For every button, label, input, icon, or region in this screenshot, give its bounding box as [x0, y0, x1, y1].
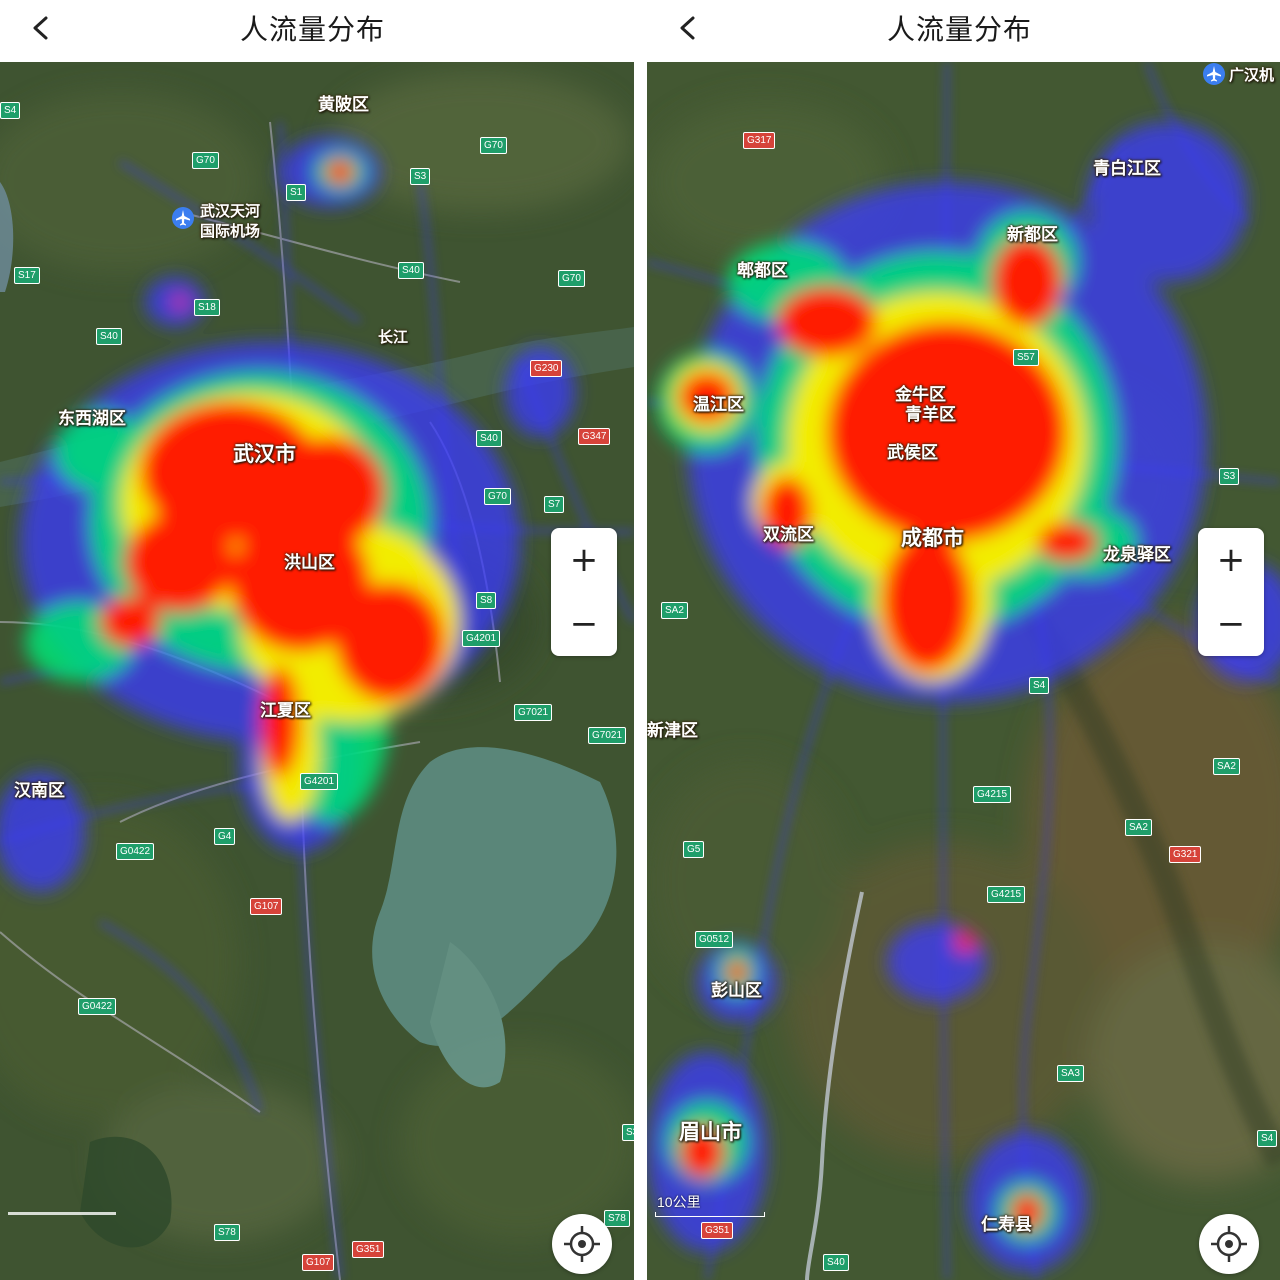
road-shield: G5: [683, 841, 705, 858]
chevron-left-icon: [33, 16, 48, 40]
zoom-out-button[interactable]: −: [1216, 604, 1246, 644]
road-shield: G4215: [973, 786, 1012, 803]
road-shield: SA2: [1213, 758, 1240, 775]
page-title: 人流量分布: [887, 13, 1033, 46]
road-shield: S8: [476, 592, 497, 609]
scale-label: 10公里: [657, 1194, 701, 1210]
airport-icon[interactable]: [1203, 63, 1225, 85]
road-shield: S78: [214, 1224, 240, 1241]
district-label-longquanyi: 龙泉驿区: [1103, 545, 1171, 565]
road-shield: G230: [530, 360, 563, 377]
city-label-chengdu: 成都市: [901, 526, 964, 550]
right-map-panel: 青白江区 新都区 郫都区 金牛区 青羊区 温江区 武侯区 双流区 成都市 龙泉驿…: [647, 0, 1280, 1280]
road-shield: G70: [480, 137, 507, 154]
road-shield: G70: [484, 488, 511, 505]
locate-icon: [1211, 1226, 1247, 1262]
district-label-renshou: 仁寿县: [981, 1215, 1032, 1235]
road-shield: G70: [192, 152, 219, 169]
top-bar: 人流量分布: [0, 0, 634, 62]
district-label-jinniu: 金牛区: [895, 385, 946, 405]
district-label-xinjin: 新津区: [647, 721, 698, 741]
district-label-jiangxia: 江夏区: [260, 701, 311, 721]
district-label-wenjiang: 温江区: [693, 395, 744, 415]
district-label-dongxihu: 东西湖区: [58, 409, 126, 429]
left-map-panel: 黄陂区 东西湖区 武汉市 洪山区 江夏区 汉南区 长江 武汉天河 国际机场 G7…: [0, 0, 634, 1280]
road-shield: G351: [352, 1241, 385, 1258]
road-shield: S3: [410, 168, 431, 185]
city-label-meishan: 眉山市: [679, 1120, 742, 1144]
back-button[interactable]: [22, 10, 58, 46]
road-shield: G0422: [116, 843, 155, 860]
road-shield: S4: [1029, 677, 1050, 694]
scale-bar: [655, 1212, 765, 1217]
airport-label-line1: 武汉天河: [200, 202, 261, 220]
zoom-control: + −: [551, 528, 617, 656]
river-label-changjiang: 长江: [378, 328, 409, 346]
zoom-out-button[interactable]: −: [569, 604, 599, 644]
road-shield: G107: [250, 898, 283, 915]
chevron-left-icon: [680, 16, 695, 40]
locate-button[interactable]: [552, 1214, 612, 1274]
road-shield: S7: [544, 496, 565, 513]
district-label-pidu: 郫都区: [737, 261, 788, 281]
panel-divider: [634, 0, 647, 1280]
road-shield: S40: [96, 328, 122, 345]
road-shield: S57: [1013, 349, 1039, 366]
zoom-control: + −: [1198, 528, 1264, 656]
road-shield: G4201: [300, 773, 339, 790]
road-shield: S4: [0, 102, 21, 119]
district-label-huangpi: 黄陂区: [318, 95, 369, 115]
airport-label: 广汉机: [1229, 66, 1275, 84]
heatmap-map-chengdu[interactable]: 青白江区 新都区 郫都区 金牛区 青羊区 温江区 武侯区 双流区 成都市 龙泉驿…: [647, 61, 1280, 1280]
road-shield: G347: [578, 428, 611, 445]
road-shield: S3: [1219, 468, 1240, 485]
zoom-in-button[interactable]: +: [1216, 540, 1246, 580]
road-shield: SA3: [1057, 1065, 1084, 1082]
road-shield: SA2: [661, 602, 688, 619]
road-shield: G4215: [987, 886, 1026, 903]
road-shield: S17: [14, 267, 40, 284]
road-shield: G0512: [695, 931, 734, 948]
satellite-heatmap-chengdu: [647, 61, 1280, 1280]
district-label-pengshan: 彭山区: [711, 981, 762, 1001]
road-shield: G4: [214, 828, 236, 845]
airport-icon[interactable]: [172, 207, 194, 229]
road-shield: S40: [823, 1254, 849, 1271]
road-shield: G70: [558, 270, 585, 287]
road-shield: SA2: [1125, 819, 1152, 836]
road-shield: G7021: [588, 727, 627, 744]
airport-label-line2: 国际机场: [200, 222, 261, 240]
district-label-wuhou: 武侯区: [887, 443, 938, 463]
satellite-heatmap-wuhan: [0, 62, 634, 1280]
road-shield: S18: [194, 299, 220, 316]
road-shield: G7021: [514, 704, 553, 721]
back-button[interactable]: [669, 10, 705, 46]
district-label-hongshan: 洪山区: [284, 553, 335, 573]
road-shield: S78: [604, 1210, 630, 1227]
road-shield: G0422: [78, 998, 117, 1015]
heatmap-map-wuhan[interactable]: 黄陂区 东西湖区 武汉市 洪山区 江夏区 汉南区 长江 武汉天河 国际机场 G7…: [0, 62, 634, 1280]
district-label-shuangliu: 双流区: [763, 525, 814, 545]
road-shield: S1: [286, 184, 307, 201]
locate-button[interactable]: [1199, 1214, 1259, 1274]
top-bar: 人流量分布: [647, 0, 1280, 62]
road-shield: S3: [622, 1124, 634, 1141]
road-shield: G4201: [462, 630, 501, 647]
road-shield: G351: [701, 1222, 734, 1239]
road-shield: G317: [743, 132, 776, 149]
road-shield: G321: [1169, 846, 1202, 863]
road-shield: S4: [1257, 1130, 1278, 1147]
zoom-in-button[interactable]: +: [569, 540, 599, 580]
road-shield: S40: [398, 262, 424, 279]
city-label-wuhan: 武汉市: [233, 442, 296, 466]
district-label-hannan: 汉南区: [14, 781, 65, 801]
road-shield: G107: [302, 1254, 335, 1271]
district-label-qingyang: 青羊区: [905, 405, 956, 425]
locate-icon: [564, 1226, 600, 1262]
page-title: 人流量分布: [240, 13, 386, 46]
district-label-qingbaijiang: 青白江区: [1093, 159, 1161, 179]
road-shield: S40: [476, 430, 502, 447]
district-label-xindu: 新都区: [1007, 225, 1058, 245]
